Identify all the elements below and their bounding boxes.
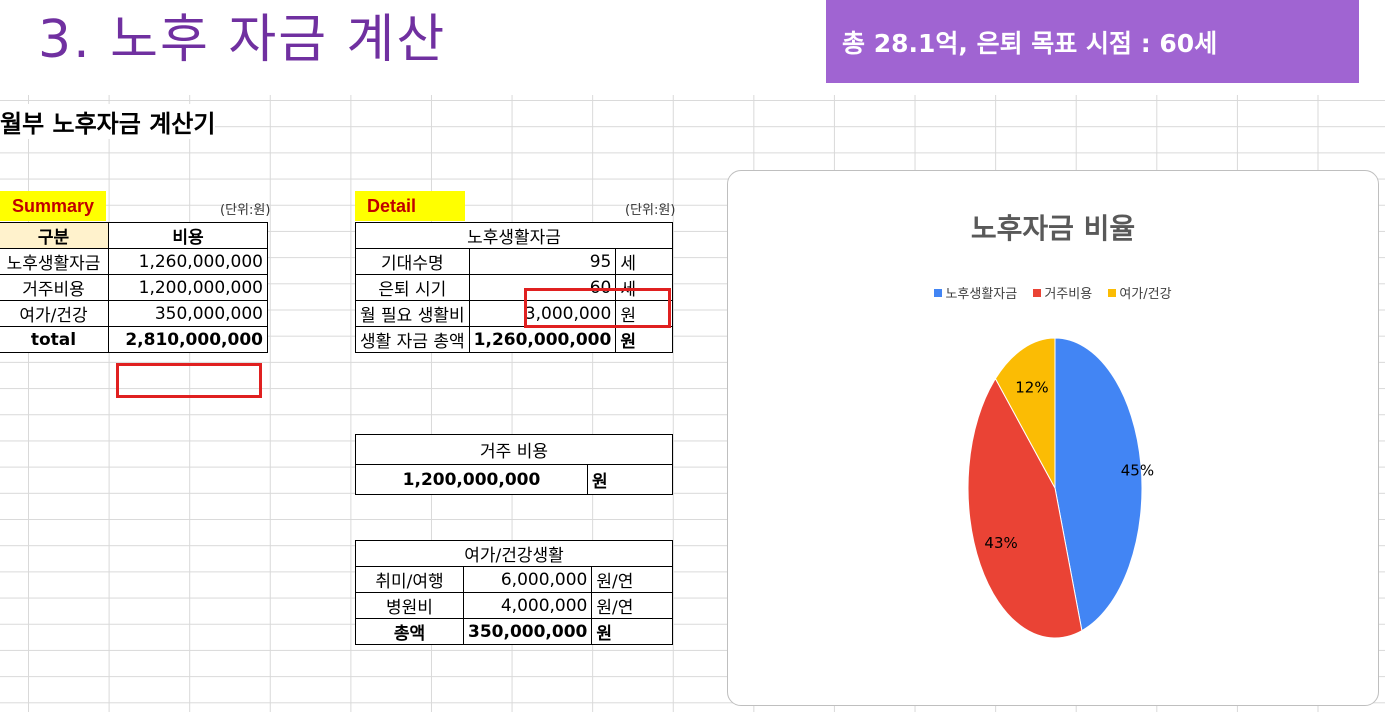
legend-item: 노후생활자금 [934,283,1017,302]
living-total-label[interactable]: 생활 자금 총액 [355,326,470,353]
pie-slice-거주비용[interactable] [967,377,1083,639]
summary-total-label[interactable]: total [0,326,109,353]
living-cell-value[interactable]: 95 [468,248,617,275]
summary-banner: 총 28.1억, 은퇴 목표 시점 : 60세 [826,0,1359,83]
summary-label: Summary [0,191,106,221]
summary-header-cost[interactable]: 비용 [108,222,268,249]
summary-cell-name[interactable]: 노후생활자금 [0,248,109,275]
table-row: 구분 비용 [0,222,268,249]
legend-label: 여가/건강 [1119,287,1172,302]
legend-item: 거주비용 [1033,283,1092,302]
table-row: 노후생활자금 1,260,000,000 [0,248,268,275]
legend-label: 노후생활자금 [945,287,1018,302]
living-total-value[interactable]: 1,260,000,000 [468,326,617,353]
summary-unit: (단위:원) [220,203,271,218]
table-row: 기대수명 95 세 [355,248,673,275]
pie-data-label: 43% [984,534,1017,552]
living-cell-name[interactable]: 기대수명 [355,248,470,275]
highlight-box-total [116,363,262,398]
detail-living-table: 노후생활자금 기대수명 95 세 은퇴 시기 60 세 월 필요 생활비 3,0… [355,222,673,353]
detail-housing-table: 거주 비용 1,200,000,000 원 [355,434,673,495]
leisure-cell-unit[interactable]: 원/연 [591,566,673,593]
summary-table: 구분 비용 노후생활자금 1,260,000,000 거주비용 1,200,00… [0,222,268,353]
summary-cell-name[interactable]: 여가/건강 [0,300,109,327]
leisure-cell-name[interactable]: 병원비 [355,592,464,619]
pie-slice-여가/건강[interactable] [994,337,1056,489]
leisure-cell-value[interactable]: 6,000,000 [462,566,593,593]
leisure-total-value[interactable]: 350,000,000 [462,618,593,645]
leisure-title[interactable]: 여가/건강생활 [355,540,673,567]
table-row: 취미/여행 6,000,000 원/연 [355,566,673,593]
living-cell-value[interactable]: 3,000,000 [468,300,617,327]
living-title[interactable]: 노후생활자금 [355,222,673,249]
leisure-cell-value[interactable]: 4,000,000 [462,592,593,619]
summary-cell-value[interactable]: 1,260,000,000 [108,248,268,275]
housing-title[interactable]: 거주 비용 [355,434,673,465]
slide-title: 3. 노후 자금 계산 [38,10,447,70]
pie-data-label: 12% [1015,379,1048,397]
table-row: 월 필요 생활비 3,000,000 원 [355,300,673,327]
housing-unit[interactable]: 원 [587,464,673,495]
legend-item: 여가/건강 [1108,283,1172,302]
living-cell-name[interactable]: 은퇴 시기 [355,274,470,301]
summary-header-category[interactable]: 구분 [0,222,109,249]
chart-legend: 노후생활자금 거주비용 여가/건강 [728,283,1378,302]
living-cell-unit[interactable]: 원 [615,300,673,327]
table-row: total 2,810,000,000 [0,326,268,353]
summary-cell-value[interactable]: 1,200,000,000 [108,274,268,301]
pie-chart[interactable]: 노후자금 비율 노후생활자금 거주비용 여가/건강 45% 43% 12% [727,170,1379,706]
table-row: 여가/건강생활 [355,540,673,567]
pie-svg: 45% 43% 12% [967,337,1154,639]
legend-swatch-blue [934,289,943,297]
leisure-total-unit[interactable]: 원 [591,618,673,645]
table-row: 총액 350,000,000 원 [355,618,673,645]
table-row: 거주 비용 [355,434,673,465]
summary-cell-value[interactable]: 350,000,000 [108,300,268,327]
living-cell-value[interactable]: 60 [468,274,617,301]
living-cell-name[interactable]: 월 필요 생활비 [355,300,470,327]
table-row: 생활 자금 총액 1,260,000,000 원 [355,326,673,353]
detail-label: Detail [355,191,465,221]
table-row: 노후생활자금 [355,222,673,249]
housing-value[interactable]: 1,200,000,000 [355,464,588,495]
living-cell-unit[interactable]: 세 [615,248,673,275]
table-row: 1,200,000,000 원 [355,464,673,495]
table-row: 거주비용 1,200,000,000 [0,274,268,301]
summary-cell-name[interactable]: 거주비용 [0,274,109,301]
detail-leisure-table: 여가/건강생활 취미/여행 6,000,000 원/연 병원비 4,000,00… [355,540,673,645]
chart-title: 노후자금 비율 [970,212,1136,245]
sheet-title: 월부 노후자금 계산기 [0,104,216,139]
living-total-unit[interactable]: 원 [615,326,673,353]
leisure-total-label[interactable]: 총액 [355,618,464,645]
legend-label: 거주비용 [1044,287,1093,302]
leisure-cell-name[interactable]: 취미/여행 [355,566,464,593]
table-row: 은퇴 시기 60 세 [355,274,673,301]
legend-swatch-red [1033,289,1042,297]
living-cell-unit[interactable]: 세 [615,274,673,301]
table-row: 병원비 4,000,000 원/연 [355,592,673,619]
legend-swatch-yellow [1108,289,1117,297]
pie-slice-노후생활자금[interactable] [1054,337,1143,632]
summary-total-value[interactable]: 2,810,000,000 [108,326,268,353]
leisure-cell-unit[interactable]: 원/연 [591,592,673,619]
highlight-box-retirement [524,288,671,328]
table-row: 여가/건강 350,000,000 [0,300,268,327]
detail-unit: (단위:원) [625,203,676,218]
pie-data-label: 45% [1121,461,1154,479]
